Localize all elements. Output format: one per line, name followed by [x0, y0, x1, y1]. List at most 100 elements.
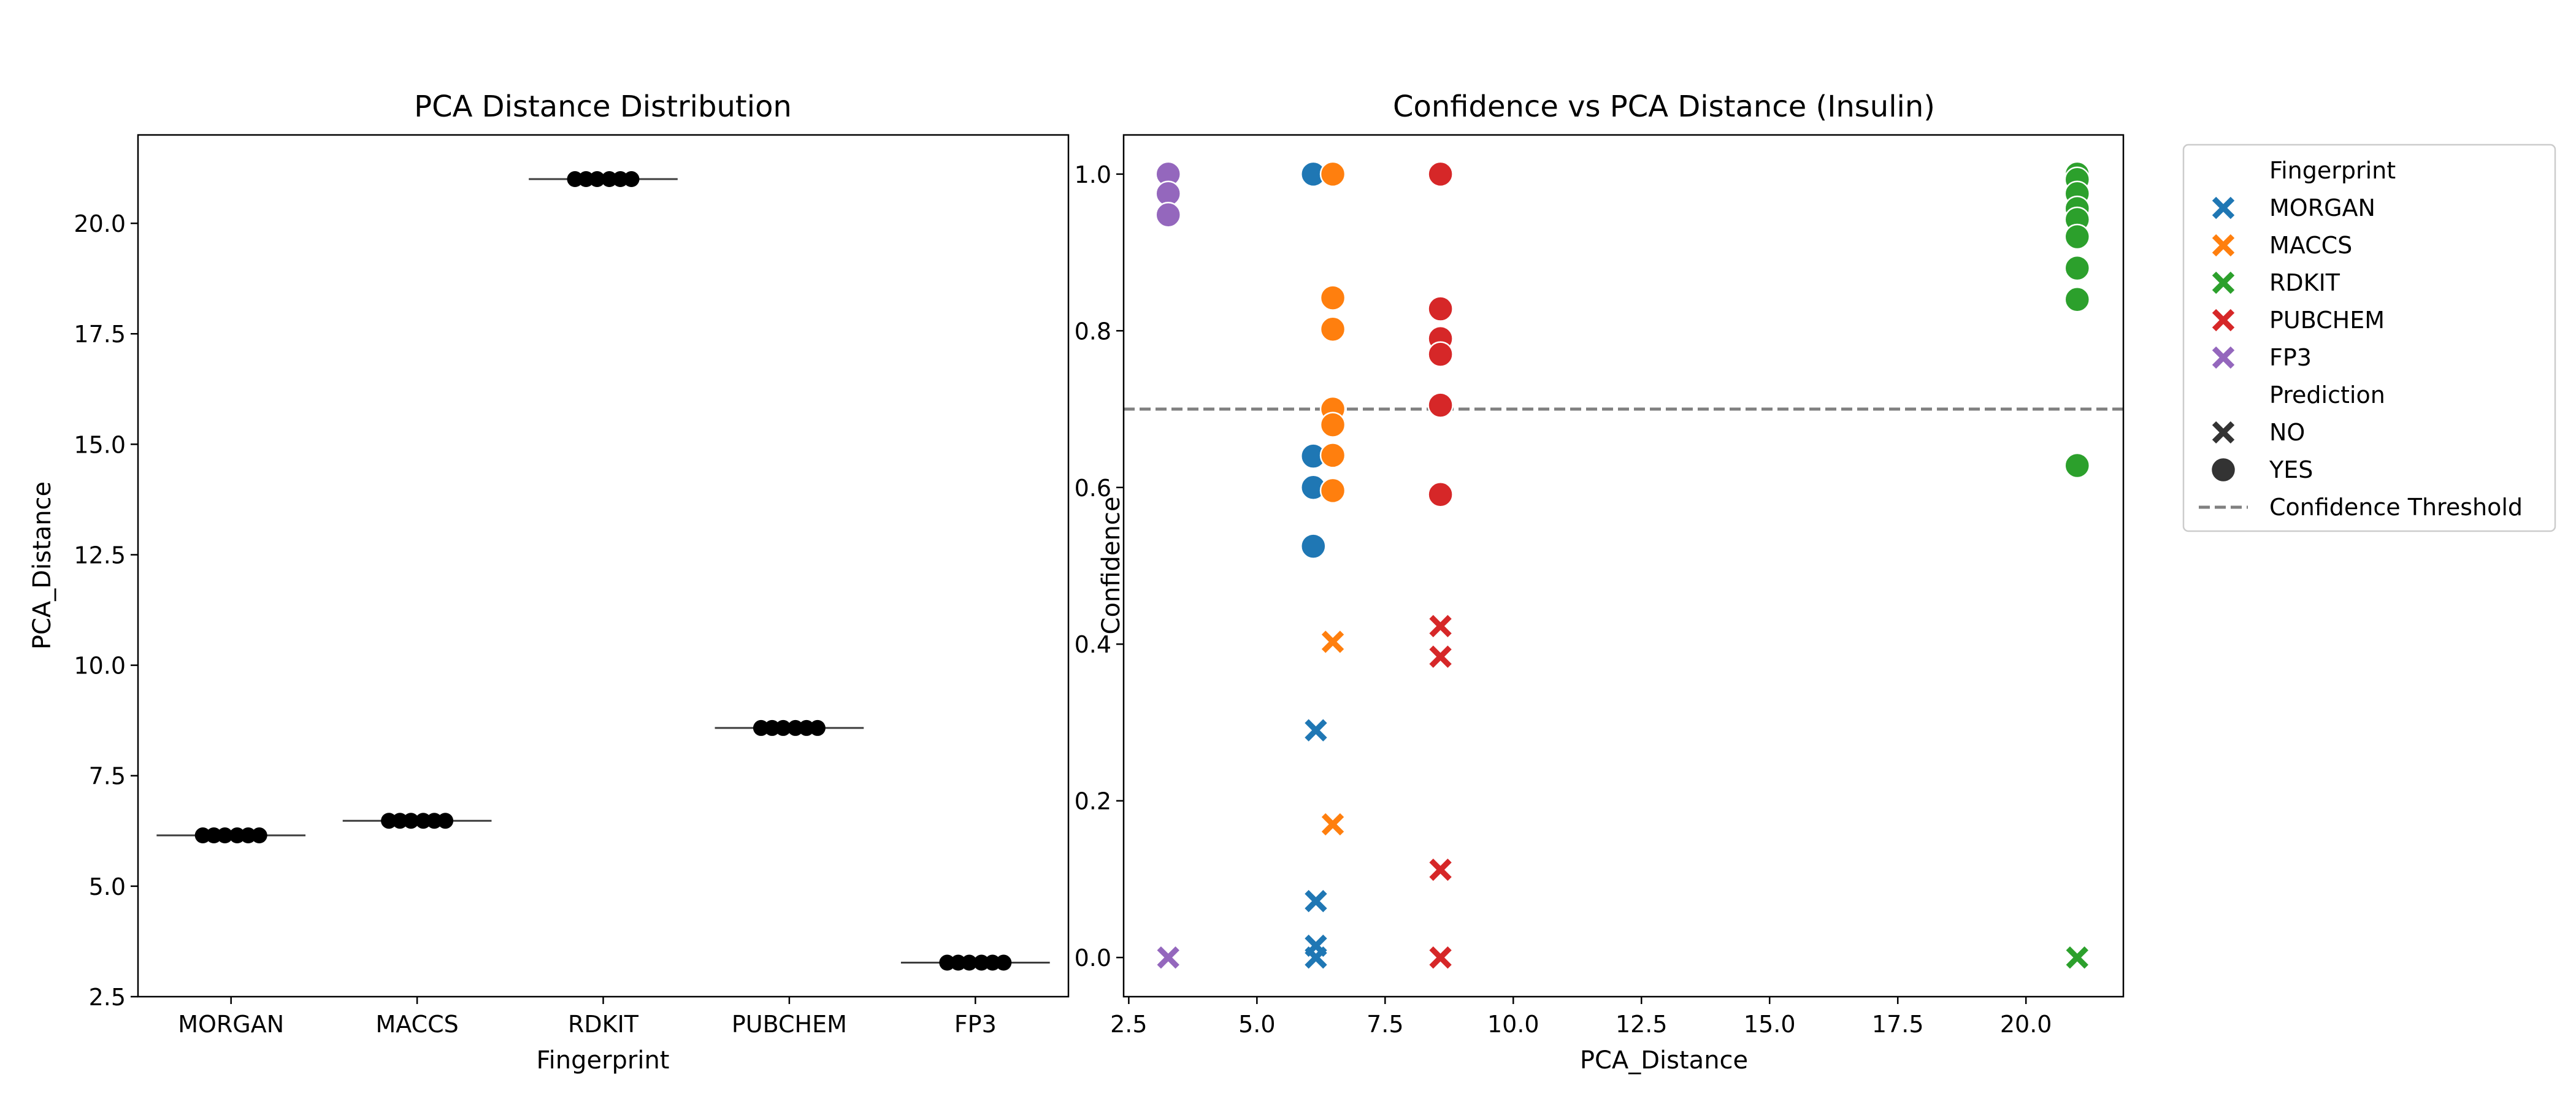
- scatter-legend: Fingerprint MORGAN MACCS RDKIT PUBCHEM FP3 Pre…: [2182, 144, 2556, 532]
- point-maccs-no: [1321, 813, 1344, 836]
- point-fp3-yes: [1155, 202, 1181, 228]
- legend-marker-rdkit: [2212, 271, 2235, 294]
- y-tick-label: 7.5: [89, 763, 126, 790]
- point-pubchem-yes: [1427, 341, 1454, 367]
- y-tick-label: 15.0: [74, 431, 126, 458]
- x-tick-label: 15.0: [1744, 1011, 1796, 1038]
- point-maccs-yes: [1319, 477, 1346, 504]
- point-rdkit-yes: [2064, 286, 2091, 313]
- point-rdkit-no-stroke-b: [2066, 946, 2088, 969]
- point-morgan-no: [1305, 946, 1327, 969]
- box-rdkit-point: [567, 171, 583, 188]
- box-maccs-point: [437, 813, 454, 829]
- box-pubchem-point: [764, 719, 780, 736]
- point-morgan-no: [1305, 719, 1327, 742]
- x-tick-label-maccs: MACCS: [375, 1011, 458, 1038]
- x-tick-label-rdkit: RDKIT: [568, 1011, 639, 1038]
- box-fp3-point: [939, 954, 956, 971]
- point-pubchem-yes: [1427, 161, 1454, 188]
- box-morgan-point: [240, 827, 256, 844]
- point-pubchem-no-stroke-b: [1429, 946, 1452, 969]
- legend-marker-maccs-stroke-b: [2212, 234, 2235, 257]
- point-rdkit-no: [2066, 946, 2088, 969]
- y-tick-label: 0.0: [1075, 945, 1111, 972]
- legend-label-fp3: FP3: [2269, 344, 2312, 371]
- point-maccs-yes: [1319, 161, 1346, 188]
- x-tick-label: 20.0: [2000, 1011, 2052, 1038]
- box-maccs-point: [426, 813, 443, 829]
- x-tick-label-pubchem: PUBCHEM: [732, 1011, 847, 1038]
- scatter-chart-x-ticks: 2.5 5.0 7.5 10.0 12.5 15.0 17.5 20.0: [1110, 997, 2052, 1038]
- point-maccs-no-stroke-b: [1321, 813, 1344, 836]
- x-tick-label: 2.5: [1110, 1011, 1147, 1038]
- point-pubchem-no: [1429, 858, 1452, 881]
- legend-marker-maccs: [2212, 234, 2235, 257]
- y-tick-label: 10.0: [74, 653, 126, 680]
- box-chart-marks: [156, 171, 1050, 971]
- box-chart-panel: PCA Distance Distribution 2.5 5.0 7.5 10.0 1…: [28, 90, 1070, 1075]
- legend-marker-yes: [2210, 456, 2237, 483]
- box-maccs-point: [392, 813, 408, 829]
- x-tick-label: 5.0: [1238, 1011, 1275, 1038]
- box-chart-x-ticks: MORGAN MACCS RDKIT PUBCHEM FP3: [178, 997, 997, 1038]
- box-morgan-point: [205, 827, 222, 844]
- point-rdkit-yes: [2064, 255, 2091, 282]
- scatter-chart-title: Confidence vs PCA Distance (Insulin): [1393, 90, 1935, 124]
- legend-marker-pubchem-stroke-b: [2212, 309, 2235, 332]
- box-chart-y-axis-label: PCA_Distance: [28, 481, 56, 650]
- legend-marker-no-stroke-b: [2212, 421, 2235, 444]
- y-tick-label: 1.0: [1075, 161, 1111, 188]
- point-fp3-no: [1157, 946, 1179, 969]
- box-morgan-point: [251, 827, 267, 844]
- x-tick-label: 10.0: [1487, 1011, 1539, 1038]
- box-rdkit-point: [578, 171, 594, 188]
- point-maccs-yes: [1319, 285, 1346, 311]
- scatter-chart-panel: Confidence vs PCA Distance (Insulin) 0.0…: [1075, 90, 2125, 1075]
- point-morgan-no: [1305, 889, 1327, 913]
- y-tick-label: 2.5: [89, 984, 126, 1011]
- y-tick-label: 0.4: [1075, 631, 1111, 658]
- scatter-chart-marks: [1155, 161, 2091, 969]
- box-rdkit-point: [623, 171, 640, 188]
- y-tick-label: 12.5: [74, 542, 126, 569]
- point-maccs-yes: [1319, 316, 1346, 343]
- y-tick-label: 17.5: [74, 321, 126, 348]
- box-chart-frame: [137, 134, 1070, 998]
- point-maccs-yes: [1319, 442, 1346, 469]
- x-tick-label-fp3: FP3: [954, 1011, 997, 1038]
- box-maccs-point: [415, 813, 432, 829]
- box-maccs-point: [381, 813, 397, 829]
- legend-frame: [2182, 144, 2556, 532]
- point-morgan-yes: [1300, 533, 1327, 559]
- box-pubchem-point: [753, 719, 769, 736]
- x-tick-label: 17.5: [1872, 1011, 1924, 1038]
- point-maccs-yes: [1319, 412, 1346, 438]
- box-fp3-point: [984, 954, 1001, 971]
- box-fp3-point: [973, 954, 990, 971]
- box-morgan-point: [194, 827, 211, 844]
- box-chart-title: PCA Distance Distribution: [414, 90, 792, 124]
- point-pubchem-yes: [1427, 481, 1454, 508]
- point-pubchem-yes: [1427, 296, 1454, 322]
- box-maccs-point: [403, 813, 420, 829]
- box-chart-y-ticks: 2.5 5.0 7.5 10.0 12.5 15.0 17.5 20.0: [74, 210, 138, 1011]
- point-morgan-no-stroke-b: [1305, 719, 1327, 742]
- y-tick-label: 0.2: [1075, 788, 1111, 815]
- legend-marker-pubchem: [2212, 309, 2235, 332]
- point-fp3-no-stroke-b: [1157, 946, 1179, 969]
- box-pubchem-point: [809, 719, 826, 736]
- legend-label-morgan: MORGAN: [2269, 194, 2375, 221]
- legend-label-pubchem: PUBCHEM: [2269, 307, 2385, 334]
- box-rdkit-point: [589, 171, 605, 188]
- legend-label-no: NO: [2269, 419, 2305, 446]
- point-rdkit-yes: [2064, 452, 2091, 479]
- point-maccs-no-stroke-b: [1321, 631, 1344, 653]
- box-chart-x-axis-label: Fingerprint: [537, 1046, 670, 1075]
- point-morgan-no-stroke-b: [1305, 889, 1327, 913]
- legend-marker-fp3: [2212, 346, 2235, 369]
- y-tick-label: 20.0: [74, 210, 126, 237]
- legend-marker-rdkit-stroke-b: [2212, 271, 2235, 294]
- x-tick-label-morgan: MORGAN: [178, 1011, 284, 1038]
- box-pubchem-point: [787, 719, 803, 736]
